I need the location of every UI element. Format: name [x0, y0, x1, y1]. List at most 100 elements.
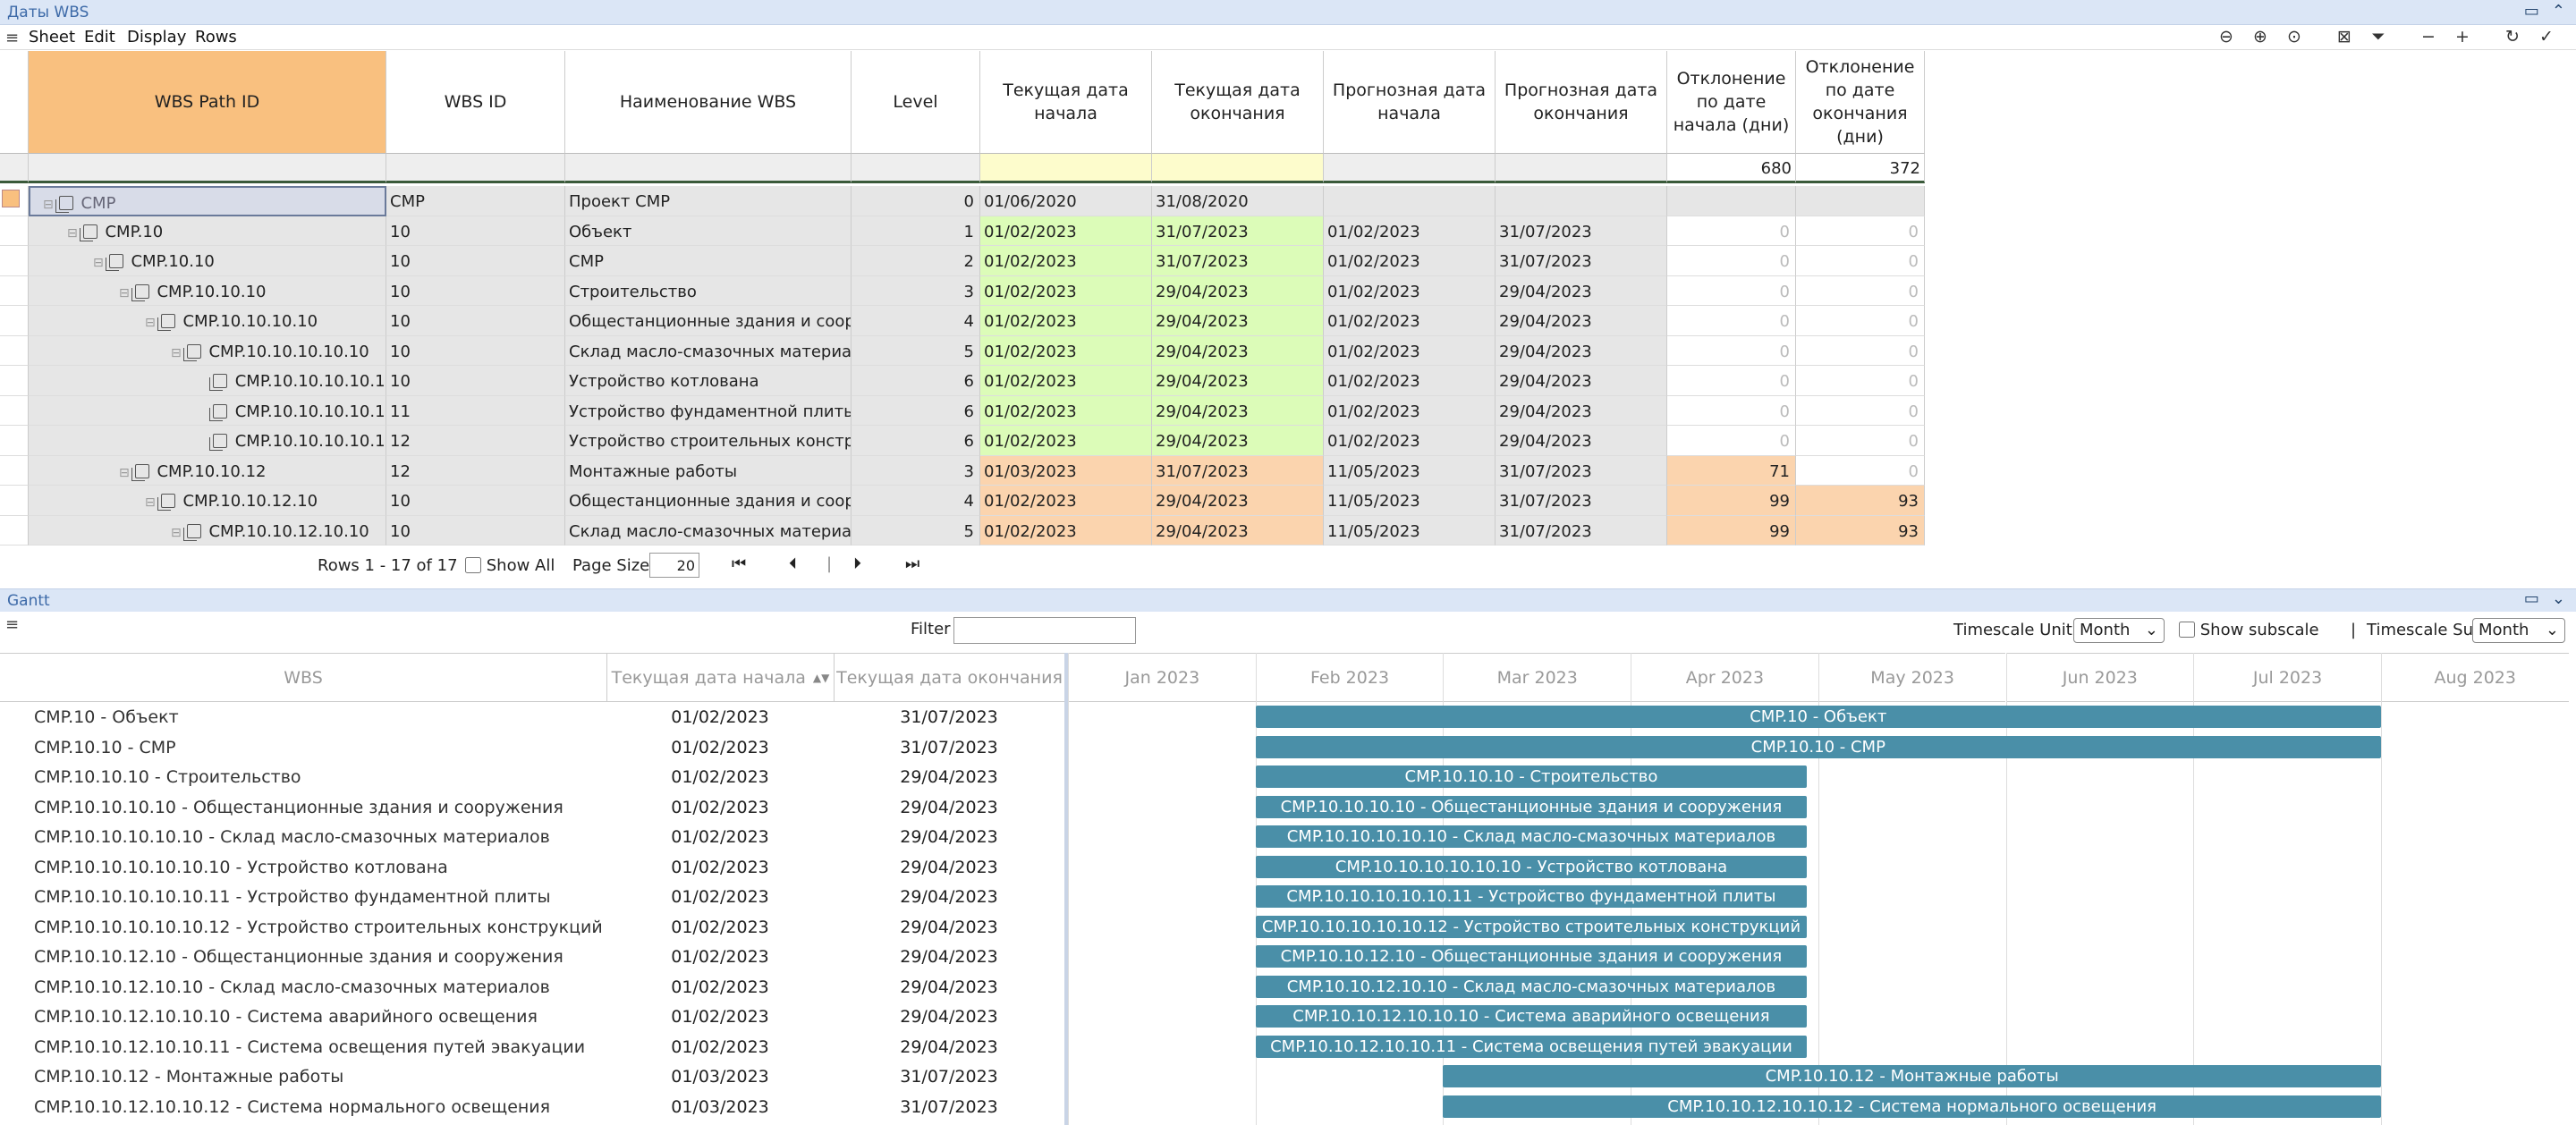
grid-cell[interactable]: 31/07/2023 — [1152, 455, 1324, 486]
sort-icon[interactable]: ▲▼ — [812, 671, 830, 684]
grid-cell[interactable]: 1 — [852, 216, 980, 246]
grid-cell[interactable]: CMP — [386, 186, 565, 216]
grid-cell[interactable]: 4 — [852, 486, 980, 516]
grid-cell[interactable]: 11 — [386, 395, 565, 426]
collapse-up-icon[interactable]: ⌃ — [2551, 2, 2565, 21]
row-selector[interactable] — [0, 186, 29, 216]
gantt-row-label[interactable]: CMP.10.10.12.10 - Общестанционные здания… — [34, 947, 564, 967]
grid-cell[interactable]: 29/04/2023 — [1152, 306, 1324, 336]
grid-cell[interactable]: 10 — [386, 515, 565, 546]
grid-cell[interactable]: 10 — [386, 306, 565, 336]
gantt-bar[interactable]: CMP.10.10.10.10.10.10 - Устройство котло… — [1255, 855, 1808, 878]
grid-cell[interactable]: 71 — [1667, 455, 1796, 486]
grid-cell[interactable]: 29/04/2023 — [1152, 275, 1324, 306]
grid-cell[interactable]: 93 — [1796, 486, 1925, 516]
row-selector[interactable] — [0, 455, 29, 486]
grid-cell[interactable]: Устройство фундаментной плиты — [565, 395, 852, 426]
grid-cell[interactable]: 0 — [852, 186, 980, 216]
grid-cell[interactable]: 29/04/2023 — [1496, 366, 1667, 396]
grid-cell[interactable]: 11/05/2023 — [1324, 455, 1496, 486]
collapse-toggle-icon[interactable]: ⊟ — [145, 495, 156, 510]
filter-cell[interactable] — [29, 154, 386, 183]
filter-cell[interactable] — [1496, 154, 1667, 183]
tree-node[interactable]: ⊟ CMP.10.10.12.10.10 — [32, 522, 369, 541]
last-page-icon[interactable]: ⏭ — [905, 554, 920, 573]
grid-cell[interactable]: 0 — [1796, 395, 1925, 426]
row-selector[interactable] — [0, 395, 29, 426]
grid-cell[interactable]: 31/07/2023 — [1152, 246, 1324, 276]
gantt-bar[interactable]: CMP.10.10.10.10.10.12 - Устройство строи… — [1255, 915, 1808, 938]
grid-cell[interactable]: 01/02/2023 — [980, 216, 1152, 246]
column-header[interactable]: Прогнозная дата окончания — [1496, 51, 1667, 154]
grid-cell[interactable]: 01/02/2023 — [1324, 306, 1496, 336]
row-selector[interactable] — [0, 515, 29, 546]
grid-cell[interactable]: 01/02/2023 — [1324, 335, 1496, 366]
grid-cell[interactable]: 0 — [1796, 335, 1925, 366]
column-header[interactable]: Текущая дата начала — [980, 51, 1152, 154]
grid-cell[interactable]: 6 — [852, 395, 980, 426]
column-header[interactable]: Текущая дата окончания — [1152, 51, 1324, 154]
timescale-unit-select[interactable]: Month ⌄ — [2073, 618, 2165, 643]
grid-cell[interactable]: 0 — [1796, 246, 1925, 276]
collapse-toggle-icon[interactable]: ⊟ — [171, 525, 182, 540]
grid-cell[interactable]: 5 — [852, 515, 980, 546]
grid-cell[interactable]: ⊟ CMP.10.10.12.10 — [29, 486, 386, 516]
grid-cell[interactable]: 10 — [386, 246, 565, 276]
grid-cell[interactable]: 01/02/2023 — [1324, 426, 1496, 456]
show-all-checkbox[interactable] — [465, 557, 481, 573]
menu-sheet[interactable]: Sheet — [29, 28, 76, 47]
grid-cell[interactable]: 01/02/2023 — [980, 395, 1152, 426]
grid-cell[interactable]: 29/04/2023 — [1152, 486, 1324, 516]
grid-cell[interactable]: 29/04/2023 — [1496, 335, 1667, 366]
tree-node[interactable]: CMP.10.10.10.10.10.11 — [32, 402, 386, 421]
row-selector[interactable] — [0, 486, 29, 516]
row-selector[interactable] — [0, 306, 29, 336]
menu-display[interactable]: Display — [127, 28, 187, 47]
grid-cell[interactable]: 31/07/2023 — [1496, 486, 1667, 516]
grid-cell[interactable]: CMP.10.10.10.10.10.11 — [29, 395, 386, 426]
grid-cell[interactable]: 31/07/2023 — [1496, 216, 1667, 246]
gantt-row-label[interactable]: CMP.10.10.12 - Монтажные работы — [34, 1067, 344, 1087]
grid-cell[interactable]: 0 — [1796, 216, 1925, 246]
row-selector[interactable] — [0, 366, 29, 396]
maximize-icon[interactable]: ▭ — [2523, 2, 2539, 21]
collapse-toggle-icon[interactable]: ⊟ — [43, 198, 54, 212]
next-page-icon[interactable]: ⏵ — [853, 554, 861, 573]
grid-cell[interactable]: 10 — [386, 486, 565, 516]
tree-node[interactable]: ⊟ CMP.10.10 — [32, 252, 215, 271]
grid-cell[interactable]: 11/05/2023 — [1324, 486, 1496, 516]
row-selector[interactable] — [0, 246, 29, 276]
grid-cell[interactable]: 10 — [386, 216, 565, 246]
grid-cell[interactable]: Склад масло-смазочных материалов — [565, 335, 852, 366]
grid-cell[interactable]: 31/07/2023 — [1496, 246, 1667, 276]
grid-cell[interactable]: 29/04/2023 — [1152, 366, 1324, 396]
grid-cell[interactable]: Общестанционные здания и сооружения — [565, 486, 852, 516]
grid-cell[interactable]: 12 — [386, 426, 565, 456]
collapse-toggle-icon[interactable]: ⊟ — [145, 316, 156, 330]
show-subscale-checkbox[interactable] — [2179, 622, 2195, 638]
filter-cell[interactable]: 680 — [1667, 154, 1796, 183]
tree-node[interactable]: ⊟ CMP.10.10.12 — [32, 462, 267, 481]
gantt-row-label[interactable]: CMP.10.10.10.10.10.10 - Устройство котло… — [34, 857, 448, 877]
grid-cell[interactable]: 31/07/2023 — [1496, 455, 1667, 486]
grid-cell[interactable]: Строительство — [565, 275, 852, 306]
grid-cell[interactable]: 01/02/2023 — [980, 486, 1152, 516]
grid-cell[interactable]: 29/04/2023 — [1496, 426, 1667, 456]
grid-cell[interactable]: 0 — [1667, 216, 1796, 246]
grid-cell[interactable]: 01/02/2023 — [1324, 216, 1496, 246]
zoom-in-icon[interactable]: ⊕ — [2253, 27, 2267, 47]
gantt-row-label[interactable]: CMP.10.10.12.10.10.11 - Система освещени… — [34, 1036, 586, 1057]
filter-cell[interactable] — [852, 154, 980, 183]
grid-cell[interactable]: 01/02/2023 — [980, 306, 1152, 336]
grid-cell[interactable] — [1667, 186, 1796, 216]
grid-cell[interactable]: 0 — [1796, 366, 1925, 396]
collapse-toggle-icon[interactable]: ⊟ — [119, 285, 130, 300]
grid-cell[interactable]: 6 — [852, 426, 980, 456]
grid-cell[interactable]: ⊟ CMP.10.10.10 — [29, 275, 386, 306]
clear-filter-icon[interactable]: ⊠ — [2337, 27, 2351, 47]
filter-icon[interactable]: ⏷ — [2371, 27, 2385, 47]
collapse-toggle-icon[interactable]: ⊟ — [93, 256, 104, 270]
grid-cell[interactable] — [1496, 186, 1667, 216]
row-selector[interactable] — [0, 275, 29, 306]
grid-cell[interactable]: 5 — [852, 335, 980, 366]
